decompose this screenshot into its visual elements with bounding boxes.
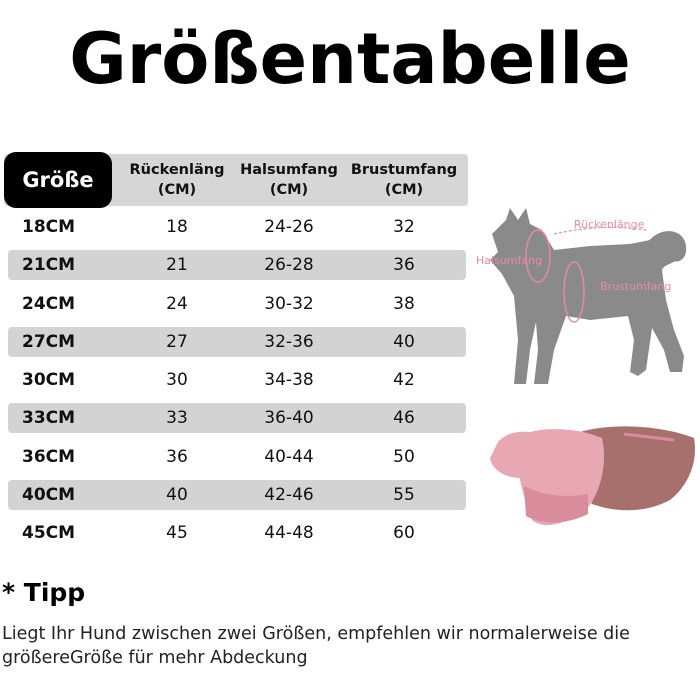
- dog-body: [490, 208, 684, 384]
- cell-neck: 24-26: [264, 217, 314, 237]
- header-chest-line2: (CM): [384, 182, 424, 198]
- table-row: 21CM 21 26-28 36: [4, 246, 468, 284]
- cell-chest: 50: [393, 446, 415, 467]
- header-back-length-line2: (CM): [157, 182, 197, 198]
- chest-label: Brustumfang: [600, 280, 671, 293]
- chest-measure-ellipse: [563, 261, 585, 323]
- cell-size: 36CM: [22, 446, 76, 467]
- cell-chest: 60: [393, 523, 415, 544]
- cell-chest: 46: [393, 408, 415, 429]
- cell-size: 21CM: [22, 255, 76, 276]
- cell-neck: 26-28: [264, 255, 314, 276]
- table-row: 30CM 30 34-38 42: [4, 361, 468, 399]
- back-length-line: [553, 226, 647, 235]
- coat-icon: [490, 426, 695, 526]
- cell-neck: 32-36: [264, 331, 314, 352]
- table-row: 33CM 33 36-40 46: [4, 399, 468, 437]
- dog-tail: [648, 231, 687, 262]
- cell-neck: 40-44: [264, 446, 314, 467]
- table-row: 27CM 27 32-36 40: [4, 323, 468, 361]
- cell-neck: 30-32: [264, 293, 314, 314]
- cell-back-length: 18: [166, 217, 188, 237]
- cell-back-length: 36: [166, 446, 188, 467]
- cell-chest: 32: [393, 217, 415, 237]
- header-size: Größe: [4, 152, 112, 208]
- cell-back-length: 27: [166, 331, 188, 352]
- back-length-label: Rückenlänge: [574, 218, 645, 231]
- row-background: [8, 403, 466, 434]
- cell-size: 24CM: [22, 293, 76, 314]
- cell-chest: 40: [393, 331, 415, 352]
- header-back-length-line1: Rückenläng: [129, 162, 225, 178]
- header-chest: Brustumfang (CM): [344, 160, 464, 200]
- table-row: 24CM 24 30-32 38: [4, 285, 468, 323]
- size-table: Größe Rückenläng (CM) Halsumfang (CM) Br…: [4, 152, 468, 543]
- cell-size: 33CM: [22, 408, 76, 429]
- header-neck-line2: (CM): [269, 182, 309, 198]
- cell-size: 18CM: [22, 217, 76, 237]
- header-chest-line1: Brustumfang: [350, 162, 458, 178]
- coat-belly-strap: [524, 486, 588, 523]
- cell-chest: 55: [393, 485, 415, 506]
- table-body: 18CM 18 24-26 32 21CM 21 26-28 36 24CM 2…: [4, 208, 468, 553]
- cell-neck: 36-40: [264, 408, 314, 429]
- header-neck-line1: Halsumfang: [240, 162, 338, 178]
- header-back-length: Rückenläng (CM): [122, 160, 232, 200]
- cell-back-length: 45: [166, 523, 188, 544]
- dog-coat-image: [490, 426, 695, 526]
- dog-measurement-diagram: Rückenlänge Halsumfang Brustumfang: [476, 208, 687, 384]
- table-row: 45CM 45 44-48 60: [4, 514, 468, 552]
- measurement-lines: [525, 226, 647, 323]
- coat-zipper: [623, 432, 675, 442]
- cell-back-length: 21: [166, 255, 188, 276]
- dog-silhouette-icon: [490, 208, 687, 384]
- cell-size: 30CM: [22, 370, 76, 391]
- row-background: [8, 250, 466, 281]
- table-row: 18CM 18 24-26 32: [4, 208, 468, 246]
- neck-label: Halsumfang: [476, 254, 542, 267]
- cell-neck: 34-38: [264, 370, 314, 391]
- cell-neck: 42-46: [264, 485, 314, 506]
- cell-chest: 38: [393, 293, 415, 314]
- cell-size: 45CM: [22, 523, 76, 544]
- cell-chest: 36: [393, 255, 415, 276]
- row-background: [8, 326, 466, 357]
- cell-neck: 44-48: [264, 523, 314, 544]
- cell-back-length: 30: [166, 370, 188, 391]
- coat-fleece: [580, 426, 695, 511]
- tip-title: * Tipp: [2, 578, 86, 607]
- cell-size: 40CM: [22, 485, 76, 506]
- tip-text: Liegt Ihr Hund zwischen zwei Größen, emp…: [2, 624, 630, 668]
- page-title: Größentabelle: [69, 18, 631, 100]
- row-background: [8, 480, 466, 511]
- cell-size: 27CM: [22, 331, 76, 352]
- table-header: Größe Rückenläng (CM) Halsumfang (CM) Br…: [4, 152, 468, 208]
- neck-measure-ellipse: [525, 229, 551, 283]
- cell-back-length: 33: [166, 408, 188, 429]
- header-neck: Halsumfang (CM): [232, 160, 346, 200]
- cell-back-length: 24: [166, 293, 188, 314]
- cell-back-length: 40: [166, 485, 188, 506]
- table-row: 40CM 40 42-46 55: [4, 476, 468, 514]
- cell-chest: 42: [393, 370, 415, 391]
- table-row: 36CM 36 40-44 50: [4, 438, 468, 476]
